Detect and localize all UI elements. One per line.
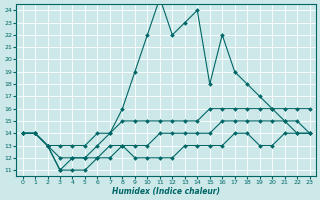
- X-axis label: Humidex (Indice chaleur): Humidex (Indice chaleur): [112, 187, 220, 196]
